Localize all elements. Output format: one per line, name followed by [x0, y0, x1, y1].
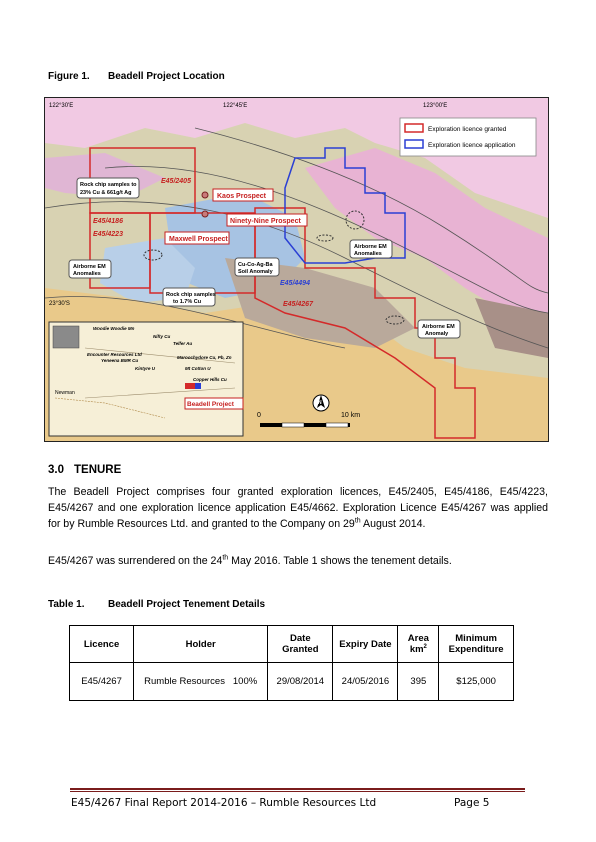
svg-text:Encounter Resources Ltd: Encounter Resources Ltd: [87, 352, 142, 357]
svg-text:N: N: [318, 400, 322, 406]
table-title: Beadell Project Tenement Details: [108, 599, 266, 610]
callout-airborne-1: Airborne EM Anomalies: [68, 259, 112, 279]
header-expiry: Expiry Date: [332, 625, 399, 663]
callout-cu-soil: Cu-Co-Ag-Ba Soil Anomaly: [234, 257, 280, 277]
figure-number: Figure 1.: [48, 71, 90, 82]
figure-caption: Figure 1. Beadell Project Location: [48, 71, 225, 82]
label-e45-4494: E45/4494: [280, 280, 310, 287]
svg-text:Cu-Co-Ag-Ba: Cu-Co-Ag-Ba: [238, 262, 273, 268]
legend-application: Exploration licence application: [428, 142, 516, 149]
map-graphic: Exploration licence granted Exploration …: [45, 98, 548, 441]
header-area: Area km2: [397, 625, 440, 663]
label-e45-4267: E45/4267: [283, 301, 314, 308]
cell-expiry: 24/05/2016: [332, 662, 399, 701]
north-arrow-icon: N: [312, 394, 330, 412]
svg-text:Airborne EM: Airborne EM: [73, 264, 106, 270]
section-number: 3.0: [48, 464, 64, 476]
callout-airborne-3: Airborne EM Anomaly: [417, 319, 461, 339]
svg-text:Airborne EM: Airborne EM: [422, 324, 455, 330]
svg-text:Woodie Woodie Mn: Woodie Woodie Mn: [93, 326, 135, 331]
table-caption: Table 1. Beadell Project Tenement Details: [48, 599, 265, 610]
svg-text:Kaos Prospect: Kaos Prospect: [217, 193, 267, 200]
svg-text:Kintyre U: Kintyre U: [135, 366, 156, 371]
header-holder: Holder: [133, 625, 269, 663]
fault-lines: [45, 127, 548, 349]
scale-bar: 0 10 km: [257, 412, 360, 428]
svg-text:to 1.7% Cu: to 1.7% Cu: [173, 299, 201, 305]
geology-brown: [225, 258, 415, 348]
page-number: Page 5: [454, 797, 490, 809]
svg-text:Maxwell Prospect: Maxwell Prospect: [169, 236, 228, 243]
label-e45-4223: E45/4223: [93, 231, 123, 238]
svg-text:Copper Hills Cu: Copper Hills Cu: [193, 377, 227, 382]
tenure-paragraph-2: E45/4267 was surrendered on the 24th May…: [48, 554, 452, 567]
table-number: Table 1.: [48, 599, 85, 610]
svg-text:0: 0: [257, 412, 261, 419]
callout-rock-chip-2: Rock chip samples to 1.7% Cu: [162, 287, 216, 307]
cell-date-granted: 29/08/2014: [267, 662, 334, 701]
inset-beadell-label: Beadell Project: [187, 401, 235, 408]
svg-text:Rock chip samples to: Rock chip samples to: [80, 182, 137, 188]
cell-min-expenditure: $125,000: [438, 662, 514, 701]
cell-licence: E45/4267: [68, 662, 135, 701]
svg-text:Rock chip samples: Rock chip samples: [166, 292, 216, 298]
svg-text:23% Cu & 661g/t Ag: 23% Cu & 661g/t Ag: [80, 190, 131, 196]
callout-airborne-2: Airborne EM Anomalies: [349, 239, 393, 259]
lon-label-2: 122°45'E: [223, 103, 247, 109]
svg-text:Telfer Au: Telfer Au: [173, 341, 192, 346]
cell-area: 395: [397, 662, 440, 701]
tenement-e45-4494-outline: [284, 147, 406, 264]
svg-text:10 km: 10 km: [341, 412, 360, 419]
header-licence: Licence: [68, 625, 135, 663]
inset-map: Woodie Woodie Mn Nifty Cu Telfer Au Enco…: [48, 321, 244, 437]
callout-rock-chip-1: Rock chip samples to 23% Cu & 661g/t Ag: [76, 177, 140, 199]
section-heading: 3.0 TENURE: [48, 464, 121, 476]
svg-text:Mt Cotton U: Mt Cotton U: [185, 366, 211, 371]
prospect-kaos: Kaos Prospect: [201, 188, 274, 202]
svg-text:Anomalies: Anomalies: [73, 271, 101, 277]
label-e45-2405: E45/2405: [161, 178, 191, 185]
svg-text:Ninety-Nine Prospect: Ninety-Nine Prospect: [230, 218, 301, 225]
footer-rule-thin: [70, 791, 525, 792]
project-location-map: Exploration licence granted Exploration …: [44, 97, 549, 442]
svg-text:Airborne EM: Airborne EM: [354, 244, 387, 250]
tenement-e45-4267-outline: [254, 207, 476, 439]
header-date-granted: Date Granted: [267, 625, 334, 663]
label-e45-4186: E45/4186: [93, 218, 123, 225]
svg-text:Yeneena BMR Cu: Yeneena BMR Cu: [101, 358, 138, 363]
svg-text:Anomalies: Anomalies: [354, 251, 382, 257]
table-header-row: Licence Holder Date Granted Expiry Date A…: [68, 625, 514, 663]
table-row: E45/4267 Rumble Resources 100% 29/08/201…: [68, 662, 514, 701]
footer-rule-thick: [70, 788, 525, 790]
svg-text:Newman: Newman: [55, 390, 75, 396]
geology-brown-2: [475, 298, 548, 358]
tenure-paragraph-1: The Beadell Project comprises four grant…: [48, 486, 548, 530]
section-title: TENURE: [74, 464, 122, 476]
header-min-expenditure: Minimum Expenditure: [438, 625, 514, 663]
cell-holder: Rumble Resources 100%: [133, 662, 269, 701]
geology-blue-2: [100, 238, 195, 303]
tenement-table: Licence Holder Date Granted Expiry Date A…: [68, 625, 514, 701]
lon-label-1: 122°30'E: [49, 103, 73, 109]
prospect-maxwell: Maxwell Prospect: [164, 231, 230, 245]
anomaly-outlines: [143, 210, 405, 325]
figure-title: Beadell Project Location: [108, 71, 225, 82]
footer-title: E45/4267 Final Report 2014-2016 – Rumble…: [71, 797, 377, 809]
prospect-ninety-nine: Ninety-Nine Prospect: [201, 210, 308, 227]
lon-label-3: 123°00'E: [423, 103, 447, 109]
svg-text:Soil Anomaly: Soil Anomaly: [238, 269, 274, 275]
map-legend: Exploration licence granted Exploration …: [399, 117, 537, 157]
lat-label: 23°30'S: [49, 301, 70, 307]
svg-text:Nifty Cu: Nifty Cu: [153, 334, 170, 339]
svg-text:Anomaly: Anomaly: [425, 331, 449, 337]
svg-text:Maroochydore Cu, Pb, Zn: Maroochydore Cu, Pb, Zn: [177, 355, 232, 360]
legend-granted: Exploration licence granted: [428, 126, 507, 133]
